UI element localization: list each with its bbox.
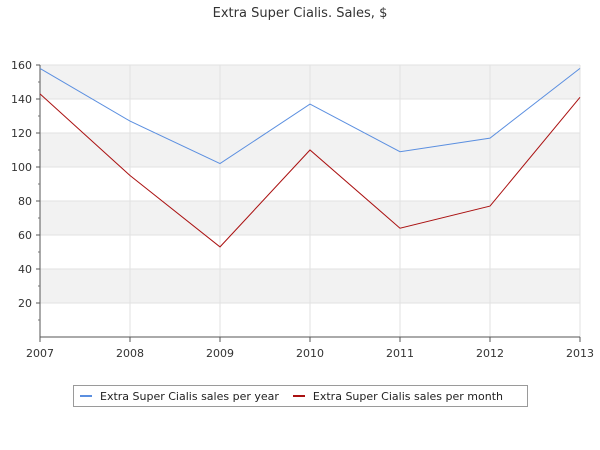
y-tick-label: 160 — [11, 59, 32, 72]
y-tick-label: 40 — [18, 263, 32, 276]
x-tick-label: 2009 — [206, 347, 234, 360]
x-tick-label: 2008 — [116, 347, 144, 360]
y-tick-label: 120 — [11, 127, 32, 140]
y-tick-label: 100 — [11, 161, 32, 174]
series-line-1 — [39, 67, 581, 165]
legend-label-series-1: Extra Super Cialis sales per year — [100, 389, 279, 403]
series-line-2 — [39, 93, 581, 248]
y-tick-label: 80 — [18, 195, 32, 208]
x-tick-label: 2011 — [386, 347, 414, 360]
x-tick-label: 2007 — [26, 347, 54, 360]
x-tick-label: 2010 — [296, 347, 324, 360]
legend-item-series-1[interactable]: Extra Super Cialis sales per year — [80, 390, 279, 403]
legend-label-series-2: Extra Super Cialis sales per month — [312, 389, 503, 403]
legend-item-series-2[interactable]: Extra Super Cialis sales per month — [292, 389, 503, 403]
legend-swatch-series-1 — [80, 395, 92, 397]
chart-title: Extra Super Cialis. Sales, $ — [212, 6, 388, 21]
x-tick-label: 2012 — [476, 347, 504, 360]
chart-legend: Extra Super Cialis sales per year Extra … — [73, 385, 528, 407]
legend-swatch-series-2 — [292, 395, 305, 397]
y-tick-label: 60 — [18, 229, 32, 242]
y-tick-label: 20 — [18, 297, 32, 310]
x-tick-label: 2013 — [566, 347, 594, 360]
y-tick-label: 140 — [11, 93, 32, 106]
